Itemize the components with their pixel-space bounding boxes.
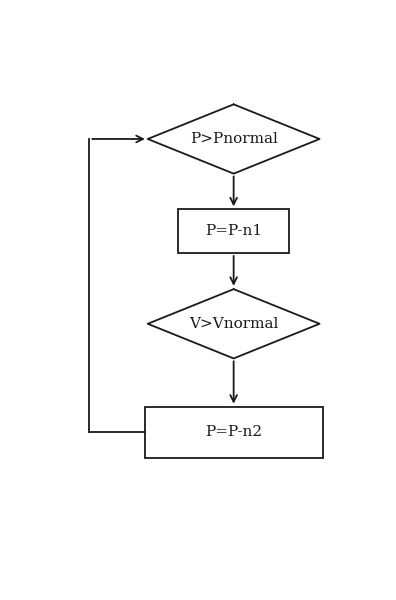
Text: V>Vnormal: V>Vnormal bbox=[189, 317, 278, 331]
Bar bbox=[178, 209, 289, 253]
Text: P>Pnormal: P>Pnormal bbox=[190, 132, 278, 146]
Bar bbox=[145, 407, 323, 458]
Text: P=P-n1: P=P-n1 bbox=[205, 224, 262, 238]
Text: P=P-n2: P=P-n2 bbox=[205, 425, 262, 439]
